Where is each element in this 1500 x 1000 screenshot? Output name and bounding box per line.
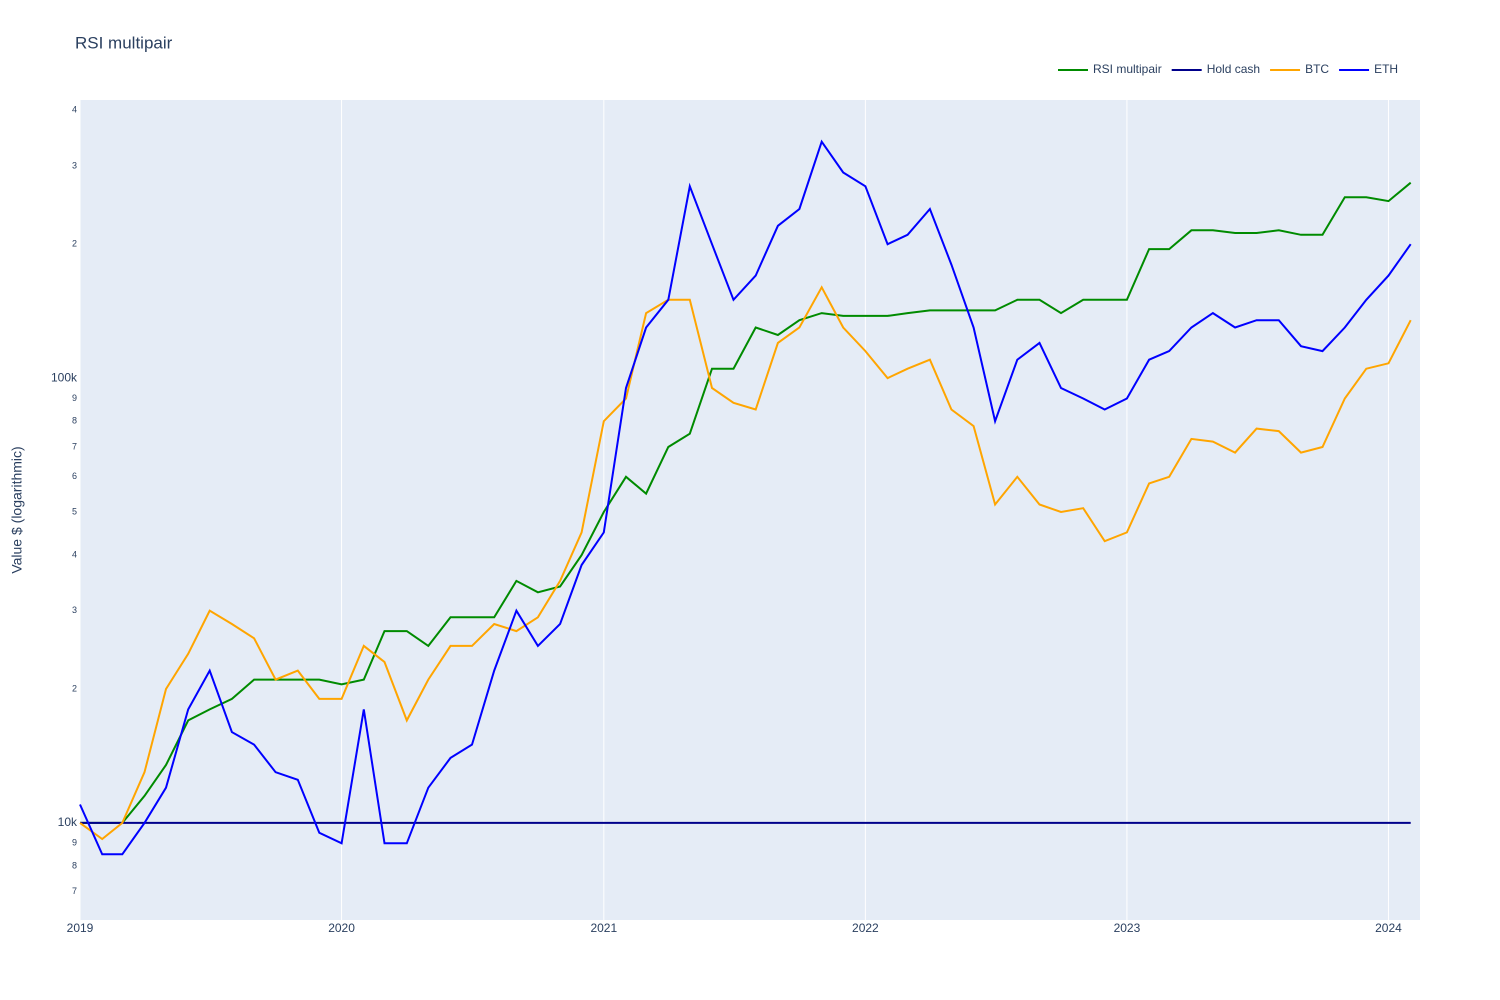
legend-item: Hold cash: [1171, 62, 1260, 76]
x-tick-label: 2022: [852, 921, 879, 935]
axes: 2019 2020 2021 2022 2023 2024 7 8 9 10k 2 3 4 5 6 7 8 9 10…: [51, 105, 1402, 935]
y-tick-label: 9: [72, 838, 77, 848]
y-tick-label: 4: [72, 550, 77, 560]
x-tick-label: 2024: [1375, 921, 1402, 935]
series-line: [79, 139, 1412, 856]
x-tick-label: 2021: [590, 921, 617, 935]
y-tick-label: 8: [72, 860, 77, 870]
plot-area: [80, 100, 1420, 920]
series-line: [79, 285, 1412, 841]
y-tick-label: 4: [72, 105, 77, 115]
y-tick-label: 8: [72, 416, 77, 426]
legend-label: BTC: [1305, 62, 1329, 76]
y-axis-title: Value $ (logarithmic): [9, 446, 25, 573]
legend-label: RSI multipair: [1093, 62, 1162, 76]
y-tick-label: 7: [72, 441, 77, 451]
legend-item: ETH: [1339, 62, 1398, 76]
y-tick-label: 2: [72, 239, 77, 249]
y-tick-label: 9: [72, 393, 77, 403]
legend-item: RSI multipair: [1058, 62, 1162, 76]
y-tick-label: 7: [72, 886, 77, 896]
y-tick-label: 3: [72, 605, 77, 615]
y-tick-label: 6: [72, 471, 77, 481]
legend-label: Hold cash: [1207, 62, 1260, 76]
series-line: [80, 181, 1412, 824]
chart-title: RSI multipair: [75, 33, 173, 52]
grid: [79, 100, 1389, 920]
legend-label: ETH: [1374, 62, 1398, 76]
y-tick-label: 5: [72, 506, 77, 516]
legend: RSI multipair Hold cash BTC ETH: [1058, 62, 1398, 76]
legend-item: BTC: [1270, 62, 1329, 76]
y-tick-label: 10k: [58, 815, 78, 829]
y-tick-label: 3: [72, 160, 77, 170]
y-tick-label: 100k: [51, 370, 78, 384]
x-tick-label: 2020: [328, 921, 355, 935]
x-tick-label: 2023: [1114, 921, 1141, 935]
y-tick-label: 2: [72, 683, 77, 693]
lines: [79, 139, 1412, 856]
x-tick-label: 2019: [67, 921, 94, 935]
